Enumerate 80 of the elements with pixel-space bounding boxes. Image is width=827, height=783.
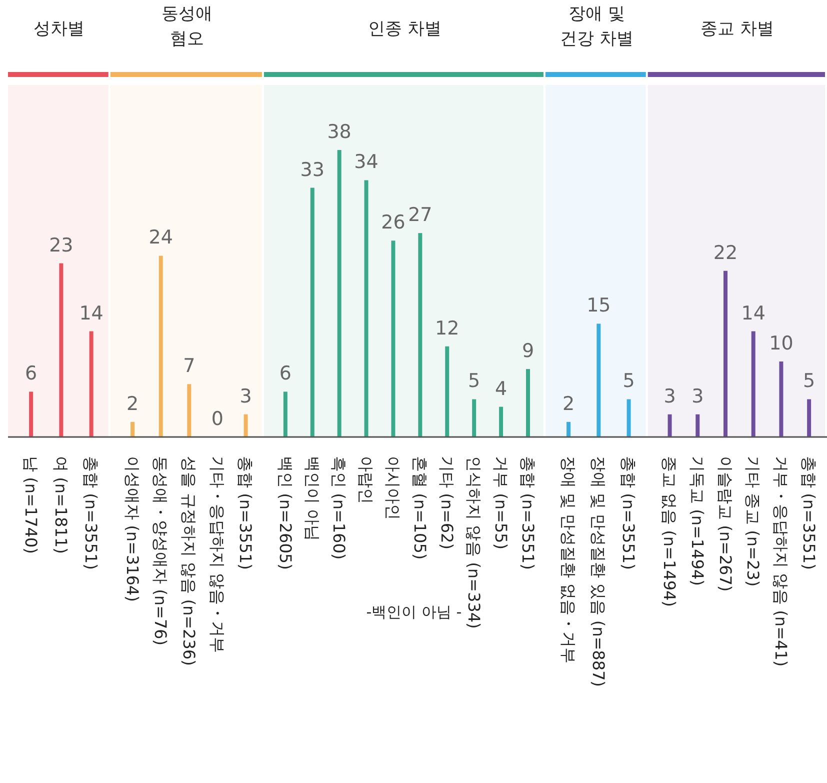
data-label: 33 [300, 158, 324, 181]
data-label: 3 [692, 385, 704, 408]
x-tick-label: 인식하지 않음 (n=334) [464, 456, 484, 629]
data-label: 4 [494, 378, 508, 400]
x-tick-label: 흑인 (n=160) [330, 456, 349, 560]
x-tick-label: 총합 (n=3551) [236, 456, 256, 570]
x-tick-label: 기타 종교 (n=23) [744, 456, 763, 587]
data-label: 23 [49, 234, 74, 256]
x-tick-label: 총합 (n=3551) [518, 456, 538, 570]
data-label: 7 [183, 355, 196, 378]
chart-title: 종교 차별 [700, 19, 774, 39]
data-label: 5 [803, 370, 816, 392]
data-label: 6 [25, 362, 38, 385]
bar [418, 233, 422, 437]
bar [391, 240, 396, 437]
data-label: 24 [148, 226, 173, 249]
data-label: 5 [622, 370, 635, 392]
x-tick-label: 총합 (n=3551) [619, 456, 638, 570]
x-tick-label: 기독교 (n=1494) [688, 456, 708, 586]
data-label: 14 [79, 302, 104, 324]
data-label: 15 [586, 294, 611, 317]
x-tick-label: 혼혈 (n=105) [410, 456, 430, 560]
data-label: 3 [664, 385, 676, 408]
bar [310, 188, 314, 437]
data-label: 3 [240, 385, 252, 408]
bar [751, 331, 756, 437]
x-tick-label: 아시아인 [384, 456, 403, 520]
bar [472, 399, 476, 437]
x-tick-label: 총합 (n=3551) [82, 456, 101, 570]
data-label: 27 [408, 204, 432, 226]
data-label: 12 [435, 317, 460, 340]
bar [807, 399, 812, 437]
x-tick-label: 거부 (n=55) [491, 456, 510, 550]
data-label: 26 [381, 212, 406, 234]
bar [779, 361, 784, 437]
x-tick-label: 기타・응답하지 않음・거부 [208, 456, 227, 654]
x-tick-label: 백인이 아님 [302, 456, 322, 542]
data-label: 22 [713, 242, 738, 264]
bar [526, 369, 530, 437]
bar [337, 150, 342, 437]
bar [130, 422, 135, 437]
bar [187, 384, 192, 437]
x-tick-label: 기타 (n=62) [438, 456, 457, 550]
data-label: 9 [522, 340, 534, 362]
data-label: 2 [126, 392, 139, 415]
bar [445, 346, 450, 437]
x-tick-label: 성을 규정하지 않음 (n=236) [180, 456, 199, 666]
chart-title: 인종 차별 [368, 19, 442, 39]
x-tick-label: 거부・응답하지 않음 (n=41) [772, 456, 791, 667]
bar [364, 180, 368, 437]
x-tick-label: 동성애・양성애자 (n=76) [151, 456, 170, 646]
x-tick-label: 종교 없음 (n=1494) [660, 456, 680, 607]
data-label: 0 [211, 408, 224, 430]
bar [696, 414, 700, 437]
x-tick-label: 아랍인 [356, 456, 376, 504]
data-label: 14 [741, 302, 766, 324]
data-label: 2 [562, 392, 575, 415]
data-label: 34 [354, 151, 378, 174]
x-tick-label: 여 (n=1811) [52, 456, 71, 554]
bar [668, 414, 672, 437]
chart-title: 장애 및 건강 차별 [560, 4, 634, 49]
x-tick-label: 남 (n=1740) [21, 456, 40, 554]
text: -백인이 아님 - [366, 603, 462, 621]
x-tick-label: 장애 및 만성질환 있음 (n=887) [589, 456, 608, 687]
chart-title: 동성애 혐오 [162, 4, 213, 49]
x-tick-label: 백인 (n=2605) [276, 456, 295, 570]
data-label: 5 [468, 370, 480, 392]
data-label: 38 [327, 121, 352, 143]
x-tick-label: 총합 (n=3551) [799, 456, 818, 570]
bar [283, 392, 288, 437]
x-tick-label: 장애 및 만성질환 없음・거부 [558, 456, 578, 664]
bar [723, 270, 728, 437]
bar [244, 414, 248, 437]
x-tick-label: 이성애자 (n=3164) [122, 456, 142, 602]
data-label: 10 [769, 332, 794, 354]
data-label: 6 [279, 362, 292, 385]
bar [499, 406, 504, 437]
bar [158, 256, 163, 437]
chart-title: 성차별 [34, 19, 85, 39]
x-tick-label: 이슬람교 (n=267) [716, 456, 735, 592]
